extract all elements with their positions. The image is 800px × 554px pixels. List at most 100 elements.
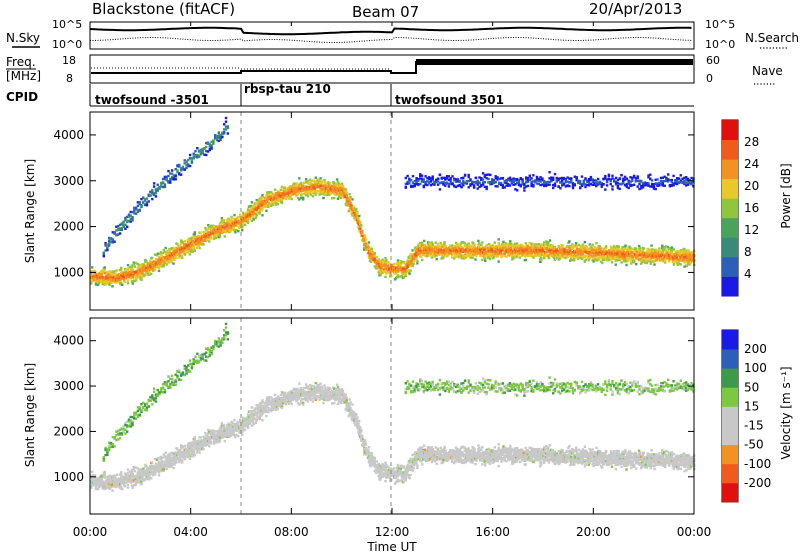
power-echo-cell	[528, 175, 531, 178]
power-echo-cell	[142, 201, 145, 204]
power-echo-cell	[603, 257, 606, 260]
power-echo-cell	[516, 189, 519, 192]
power-echo-cell	[110, 277, 113, 280]
power-echo-cell	[510, 248, 513, 251]
power-echo-cell	[435, 246, 438, 249]
power-echo-cell	[143, 199, 147, 202]
power-echo-cell	[188, 253, 192, 256]
power-echo-cell	[530, 182, 533, 186]
power-echo-cell	[170, 175, 174, 179]
power-echo-cell	[233, 213, 236, 217]
power-echo-cell	[134, 261, 137, 265]
power-echo-cell	[533, 254, 536, 257]
power-echo-cell	[539, 178, 542, 182]
power-echo-cell	[328, 183, 331, 187]
power-echo-cell	[299, 190, 302, 193]
power-echo-cell	[420, 180, 424, 183]
power-echo-cell	[208, 144, 211, 148]
power-echo-cell	[231, 216, 234, 220]
power-echo-cell	[228, 224, 231, 227]
power-echo-cell	[626, 248, 629, 252]
power-echo-cell	[169, 248, 172, 252]
power-echo-cell	[180, 242, 183, 245]
power-echo-cell	[272, 203, 275, 206]
power-echo-cell	[157, 266, 161, 270]
power-echo-cell	[496, 253, 499, 256]
power-echo-cell	[336, 180, 340, 184]
power-echo-cell	[535, 177, 539, 181]
power-echo-cell	[396, 270, 400, 273]
power-echo-cell	[300, 181, 303, 185]
power-echo-cell	[350, 204, 353, 207]
power-echo-cell	[272, 192, 276, 196]
power-echo-cell	[578, 251, 582, 254]
power-echo-cell	[651, 248, 654, 251]
power-echo-cell	[688, 250, 691, 254]
power-echo-cell	[172, 262, 175, 265]
power-echo-cell	[526, 248, 529, 251]
power-echo-cell	[649, 262, 652, 265]
power-echo-cell	[413, 184, 416, 188]
power-echo-cell	[236, 224, 239, 227]
power-echo-cell	[607, 257, 611, 260]
power-echo-cell	[164, 246, 167, 250]
power-echo-cell	[109, 271, 112, 274]
power-echo-cell	[402, 275, 405, 279]
power-echo-cell	[433, 181, 436, 185]
power-echo-cell	[163, 175, 167, 179]
power-echo-cell	[444, 178, 447, 181]
power-echo-cell	[509, 245, 512, 248]
power-echo-cell	[505, 243, 508, 246]
power-echo-cell	[462, 181, 465, 184]
power-echo-cell	[507, 242, 510, 246]
power-echo-cell	[309, 181, 313, 184]
power-echo-cell	[101, 277, 104, 280]
power-echo-cell	[233, 229, 236, 232]
power-echo-cell	[375, 255, 378, 259]
power-echo-cell	[156, 187, 159, 190]
power-echo-cell	[650, 252, 653, 256]
power-echo-cell	[574, 254, 578, 257]
power-echo-cell	[153, 267, 157, 270]
power-echo-cell	[230, 218, 233, 221]
power-echo-cell	[480, 177, 483, 180]
power-echo-cell	[463, 245, 466, 248]
power-echo-cell	[502, 247, 505, 250]
power-echo-cell	[675, 256, 678, 260]
power-echo-cell	[525, 185, 528, 188]
power-echo-cell	[639, 251, 643, 254]
power-echo-cell	[117, 228, 120, 232]
power-echo-cell	[163, 183, 167, 186]
power-echo-cell	[115, 234, 118, 237]
power-echo-cell	[670, 250, 674, 253]
power-echo-cell	[543, 256, 546, 260]
power-echo-cell	[149, 191, 152, 194]
power-echo-cell	[658, 247, 661, 250]
power-echo-cell	[241, 221, 244, 224]
power-echo-cell	[336, 183, 340, 187]
power-echo-cell	[173, 248, 176, 251]
power-echo-cell	[143, 274, 146, 277]
power-echo-cell	[438, 173, 442, 176]
power-echo-cell	[333, 182, 336, 185]
power-echo-cell	[208, 148, 211, 152]
power-echo-cell	[287, 197, 290, 200]
power-echo-cell	[190, 157, 194, 160]
power-echo-cell	[103, 266, 106, 269]
power-echo-cell	[270, 191, 273, 194]
power-echo-cell	[355, 208, 358, 211]
power-echo-cell	[497, 260, 500, 263]
power-echo-cell	[456, 184, 460, 187]
power-echo-cell	[127, 213, 131, 216]
power-echo-cell	[478, 242, 481, 245]
power-echo-cell	[543, 179, 546, 183]
power-echo-cell	[227, 222, 230, 226]
power-echo-cell	[661, 244, 664, 247]
power-echo-cell	[197, 242, 200, 245]
power-echo-cell	[286, 186, 289, 190]
power-echo-cell	[469, 184, 472, 187]
power-echo-cell	[397, 275, 401, 278]
power-echo-cell	[410, 185, 413, 189]
power-echo-cell	[556, 250, 559, 253]
